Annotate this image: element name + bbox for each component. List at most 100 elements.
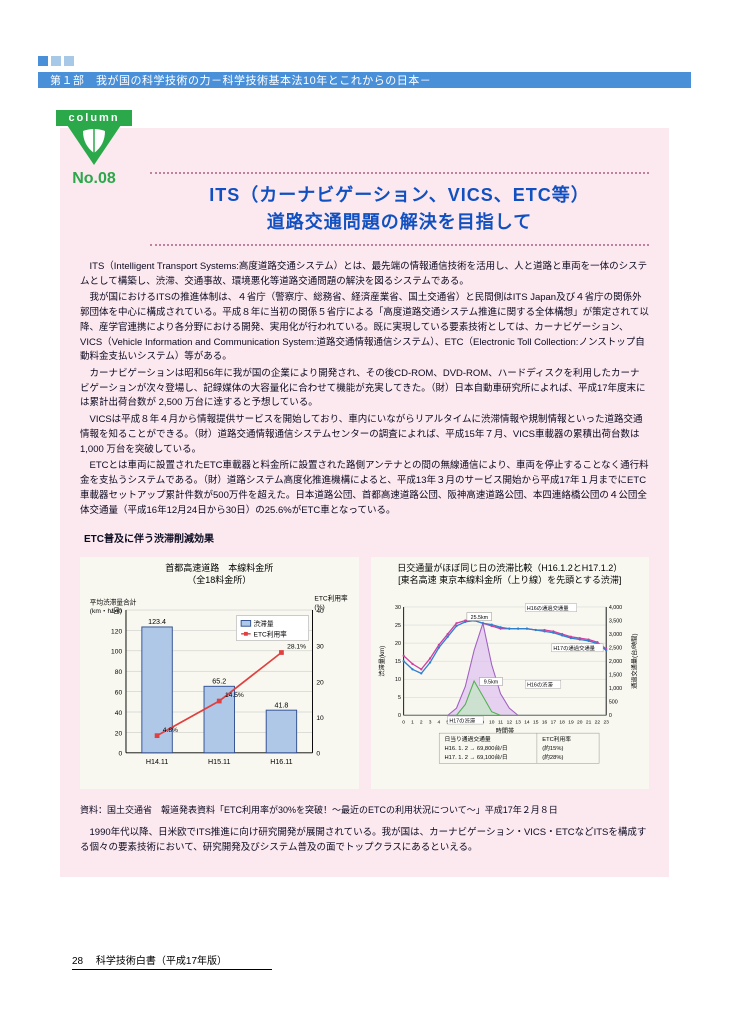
title-line1: ITS（カーナビゲーション、VICS、ETC等） bbox=[150, 182, 649, 209]
svg-text:平均渋滞量合計: 平均渋滞量合計 bbox=[90, 597, 137, 606]
column-label: column bbox=[56, 110, 132, 126]
svg-text:(約15%): (約15%) bbox=[542, 744, 563, 752]
svg-text:0: 0 bbox=[398, 713, 401, 719]
svg-text:20: 20 bbox=[316, 679, 324, 686]
svg-text:9.5km: 9.5km bbox=[483, 679, 498, 685]
svg-text:17: 17 bbox=[550, 719, 556, 725]
svg-text:渋滞量(km): 渋滞量(km) bbox=[378, 645, 386, 676]
svg-text:2,500: 2,500 bbox=[608, 645, 621, 651]
svg-text:12: 12 bbox=[506, 719, 512, 725]
svg-text:20: 20 bbox=[577, 719, 583, 725]
right-chart: 日交通量がほぼ同じ日の渋滞比較（H16.1.2とH17.1.2） [東名高速 東… bbox=[371, 557, 650, 789]
svg-text:10: 10 bbox=[488, 719, 494, 725]
para-4: VICSは平成８年４月から情報提供サービスを開始しており、車内にいながらリアルタ… bbox=[80, 413, 649, 457]
svg-text:30: 30 bbox=[395, 604, 401, 610]
svg-text:10: 10 bbox=[316, 715, 324, 722]
title-block: ITS（カーナビゲーション、VICS、ETC等） 道路交通問題の解決を目指して bbox=[150, 172, 649, 246]
svg-text:渋滞量: 渋滞量 bbox=[254, 619, 274, 628]
svg-text:0: 0 bbox=[316, 750, 320, 757]
svg-text:20: 20 bbox=[395, 640, 401, 646]
page-footer: 28 科学技術白書（平成17年版） bbox=[72, 952, 272, 970]
svg-text:H16の渋滞: H16の渋滞 bbox=[527, 680, 553, 688]
svg-text:65.2: 65.2 bbox=[212, 677, 226, 685]
svg-text:1,000: 1,000 bbox=[608, 686, 621, 692]
svg-text:2: 2 bbox=[419, 719, 422, 725]
para-2: 我が国におけるITSの推進体制は、４省庁（警察庁、総務省、経済産業省、国土交通省… bbox=[80, 291, 649, 365]
svg-text:19: 19 bbox=[568, 719, 574, 725]
svg-text:22: 22 bbox=[594, 719, 600, 725]
svg-text:ETC利用率: ETC利用率 bbox=[314, 593, 348, 602]
svg-text:5: 5 bbox=[398, 695, 401, 701]
right-chart-title: 日交通量がほぼ同じ日の渋滞比較（H16.1.2とH17.1.2） [東名高速 東… bbox=[377, 563, 644, 586]
source-line: 資料：国土交通省 報道発表資料「ETC利用率が30%を突破！～最近のETCの利用… bbox=[80, 803, 649, 816]
svg-text:H16の通過交通量: H16の通過交通量 bbox=[526, 603, 568, 611]
svg-text:41.8: 41.8 bbox=[274, 701, 288, 709]
svg-text:0: 0 bbox=[608, 713, 611, 719]
svg-text:H17の通過交通量: H17の通過交通量 bbox=[553, 644, 595, 652]
deco-square bbox=[38, 56, 48, 66]
svg-text:14: 14 bbox=[524, 719, 530, 725]
svg-text:1,500: 1,500 bbox=[608, 672, 621, 678]
svg-text:時間帯: 時間帯 bbox=[495, 727, 514, 735]
svg-text:10: 10 bbox=[395, 677, 401, 683]
svg-text:18: 18 bbox=[559, 719, 565, 725]
deco-square bbox=[51, 56, 61, 66]
svg-text:80: 80 bbox=[115, 669, 123, 676]
svg-text:1: 1 bbox=[411, 719, 414, 725]
svg-text:H14.11: H14.11 bbox=[146, 758, 168, 766]
svg-text:3,500: 3,500 bbox=[608, 618, 621, 624]
svg-text:4,000: 4,000 bbox=[608, 604, 621, 610]
svg-text:(km・h/日): (km・h/日) bbox=[90, 606, 122, 614]
column-badge: column No.08 bbox=[56, 110, 132, 188]
svg-text:通過交通量(台/時間): 通過交通量(台/時間) bbox=[630, 633, 638, 688]
svg-text:H17. 1. 2 → 69,100台/日: H17. 1. 2 → 69,100台/日 bbox=[444, 752, 507, 760]
column-leaf-icon bbox=[67, 125, 121, 165]
svg-text:2,000: 2,000 bbox=[608, 659, 621, 665]
para-3: カーナビゲーションは昭和56年に我が国の企業により開発され、その後CD-ROM、… bbox=[80, 367, 649, 411]
svg-text:40: 40 bbox=[115, 709, 123, 716]
column-number: No.08 bbox=[56, 170, 132, 188]
svg-text:15: 15 bbox=[395, 659, 401, 665]
svg-text:25: 25 bbox=[395, 622, 401, 628]
svg-text:4: 4 bbox=[437, 719, 440, 725]
doc-title: 科学技術白書（平成17年版） bbox=[96, 956, 227, 967]
svg-text:H16. 1. 2 → 69,800台/日: H16. 1. 2 → 69,800台/日 bbox=[444, 744, 507, 752]
svg-text:25.5km: 25.5km bbox=[470, 614, 488, 620]
svg-text:11: 11 bbox=[497, 719, 502, 725]
right-chart-title-l2: [東名高速 東京本線料金所（上り線）を先頭とする渋滞] bbox=[398, 575, 621, 585]
page-number: 28 bbox=[72, 956, 83, 967]
closing-para: 1990年代以降、日米欧でITS推進に向け研究開発が展開されている。我が国は、カ… bbox=[80, 826, 649, 855]
right-chart-svg: 05101520253005001,0001,5002,0002,5003,00… bbox=[377, 591, 644, 769]
para-1: ITS（Intelligent Transport Systems:高度道路交通… bbox=[80, 260, 649, 289]
svg-text:15: 15 bbox=[533, 719, 539, 725]
svg-text:H15.11: H15.11 bbox=[208, 758, 230, 766]
left-chart-title-l1: 首都高速道路 本線料金所 bbox=[165, 563, 273, 573]
svg-text:28.1%: 28.1% bbox=[287, 643, 306, 650]
svg-text:ETC利用率: ETC利用率 bbox=[254, 629, 288, 638]
left-chart: 首都高速道路 本線料金所 （全18料金所） 020406080100120140… bbox=[80, 557, 359, 789]
svg-text:H17の渋滞: H17の渋滞 bbox=[449, 716, 475, 724]
svg-text:日当り通過交通量: 日当り通過交通量 bbox=[444, 735, 490, 743]
svg-text:120: 120 bbox=[111, 628, 122, 635]
svg-text:20: 20 bbox=[115, 730, 123, 737]
svg-text:4.8%: 4.8% bbox=[163, 726, 178, 733]
svg-text:123.4: 123.4 bbox=[148, 618, 166, 626]
svg-text:100: 100 bbox=[111, 648, 122, 655]
svg-text:21: 21 bbox=[585, 719, 591, 725]
left-chart-title: 首都高速道路 本線料金所 （全18料金所） bbox=[86, 563, 353, 586]
deco-square bbox=[64, 56, 74, 66]
svg-text:(%): (%) bbox=[314, 604, 324, 611]
svg-text:(約28%): (約28%) bbox=[542, 752, 563, 760]
svg-text:23: 23 bbox=[603, 719, 609, 725]
left-chart-title-l2: （全18料金所） bbox=[187, 575, 251, 585]
svg-text:60: 60 bbox=[115, 689, 123, 696]
right-chart-title-l1: 日交通量がほぼ同じ日の渋滞比較（H16.1.2とH17.1.2） bbox=[397, 563, 622, 573]
svg-text:0: 0 bbox=[402, 719, 405, 725]
left-chart-svg: 020406080100120140010203040平均渋滞量合計(km・h/… bbox=[86, 591, 353, 781]
title-line2: 道路交通問題の解決を目指して bbox=[150, 209, 649, 236]
charts-row: 首都高速道路 本線料金所 （全18料金所） 020406080100120140… bbox=[80, 553, 649, 793]
svg-text:14.5%: 14.5% bbox=[225, 692, 244, 699]
chart-section-title: ETC普及に伴う渋滞削減効果 bbox=[84, 530, 649, 545]
header-text: 第１部 我が国の科学技術の力－科学技術基本法10年とこれからの日本－ bbox=[50, 72, 431, 88]
svg-text:13: 13 bbox=[515, 719, 521, 725]
